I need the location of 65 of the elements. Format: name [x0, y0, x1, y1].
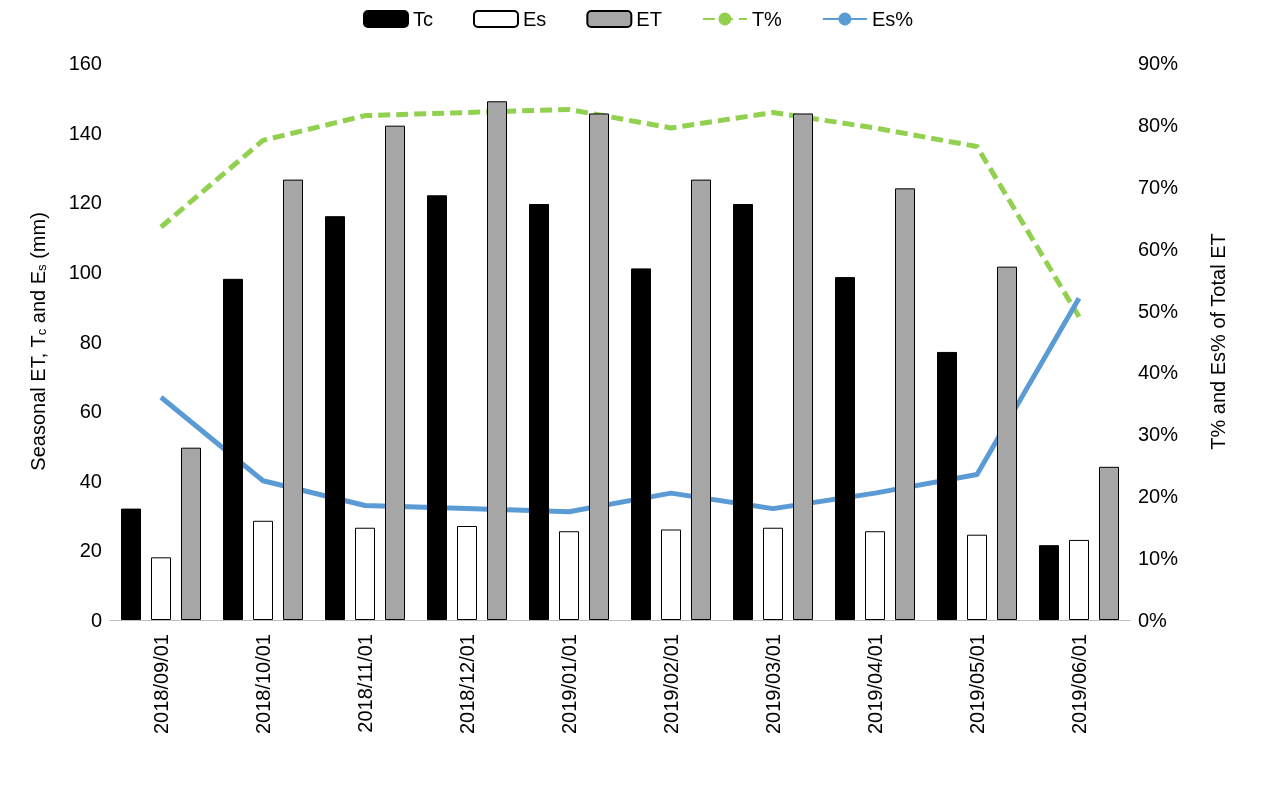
y2-tick-label: 90% — [1138, 52, 1179, 74]
y2-tick-label: 20% — [1138, 485, 1179, 508]
bar — [865, 531, 885, 620]
bar — [793, 113, 813, 620]
x-tick-label: 2018/11/01 — [354, 634, 376, 733]
legend-label: ET — [636, 8, 662, 30]
legend-label: Es — [522, 8, 547, 30]
bar — [1069, 539, 1089, 620]
bar — [151, 557, 171, 620]
x-tick-label: 2018/10/01 — [252, 634, 274, 735]
bar — [631, 268, 651, 620]
bar — [661, 529, 681, 620]
y-tick-label: 160 — [68, 52, 102, 74]
y2-axis-title: T% and Es% of Total ET — [1207, 233, 1229, 450]
y-tick-label: 20 — [79, 539, 102, 562]
y-tick-label: 100 — [68, 260, 102, 283]
bar — [283, 179, 303, 620]
y2-tick-label: 80% — [1138, 113, 1179, 136]
x-tick-label: 2018/12/01 — [456, 634, 478, 735]
y-tick-label: 80 — [79, 330, 102, 353]
x-tick-label: 2019/02/01 — [660, 634, 682, 735]
bar — [589, 113, 609, 620]
x-tick-label: 2019/03/01 — [762, 634, 784, 735]
bar — [325, 216, 345, 620]
y2-tick-label: 50% — [1138, 299, 1179, 322]
bar — [835, 277, 855, 620]
bar — [487, 101, 507, 620]
legend-label: T% — [751, 8, 783, 30]
x-tick-label: 2019/01/01 — [558, 634, 580, 735]
legend-label: Tc — [412, 8, 433, 30]
legend-label: Es% — [871, 8, 914, 30]
bar — [691, 179, 711, 620]
bar — [253, 520, 273, 620]
bar — [967, 534, 987, 620]
y-tick-label: 40 — [79, 469, 102, 492]
bar — [559, 531, 579, 620]
bar — [121, 508, 141, 620]
x-tick-label: 2019/06/01 — [1068, 634, 1090, 735]
y-tick-label: 140 — [68, 121, 102, 144]
bar — [733, 203, 753, 620]
y-tick-label: 0 — [90, 609, 102, 631]
bar — [937, 351, 957, 620]
bar — [895, 188, 915, 620]
bar — [1099, 466, 1119, 620]
bar — [223, 278, 243, 620]
x-tick-label: 2018/09/01 — [150, 634, 172, 735]
y2-tick-label: 30% — [1138, 423, 1179, 446]
y2-tick-label: 0% — [1138, 609, 1168, 631]
bar — [763, 527, 783, 620]
x-tick-label: 2019/04/01 — [864, 634, 886, 735]
bar — [355, 527, 375, 620]
bar — [385, 125, 405, 620]
bar — [1039, 545, 1059, 620]
y2-tick-label: 70% — [1138, 175, 1179, 198]
y2-tick-label: 10% — [1138, 547, 1179, 570]
bar — [529, 203, 549, 620]
bar — [181, 447, 201, 620]
y-tick-label: 60 — [79, 400, 102, 423]
bar — [457, 526, 477, 620]
y2-tick-label: 60% — [1138, 237, 1179, 260]
x-tick-label: 2019/05/01 — [966, 634, 988, 735]
bar — [997, 266, 1017, 620]
y2-tick-label: 40% — [1138, 361, 1179, 384]
y-tick-label: 120 — [68, 191, 102, 214]
bar — [427, 195, 447, 620]
